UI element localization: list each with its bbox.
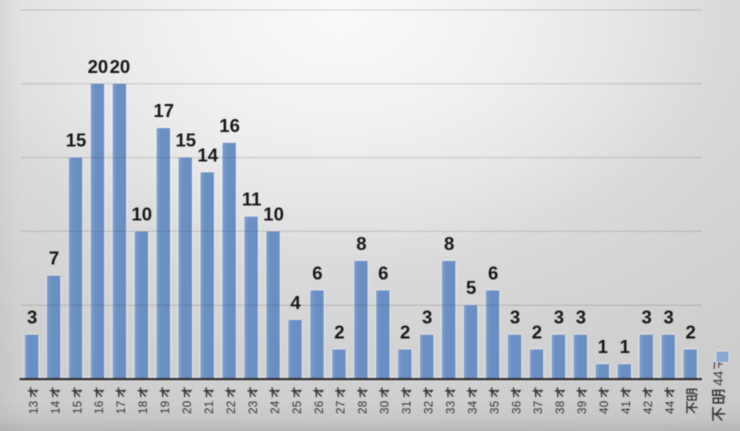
svg-text:2: 2: [334, 322, 344, 343]
svg-text:8: 8: [356, 233, 366, 254]
svg-text:6: 6: [312, 262, 322, 283]
svg-text:22: 22: [226, 401, 238, 415]
svg-text:3: 3: [422, 307, 432, 328]
svg-text:8: 8: [444, 233, 454, 254]
svg-text:17: 17: [116, 401, 128, 415]
svg-text:16: 16: [94, 401, 106, 415]
svg-text:23: 23: [248, 401, 260, 415]
svg-text:21: 21: [204, 401, 216, 415]
svg-text:20: 20: [182, 401, 194, 415]
svg-text:3: 3: [642, 307, 652, 328]
svg-text:15: 15: [66, 130, 87, 151]
svg-text:15: 15: [176, 130, 197, 151]
svg-text:3: 3: [554, 307, 564, 328]
svg-text:27: 27: [336, 401, 348, 415]
svg-text:30: 30: [380, 401, 392, 415]
svg-text:13: 13: [28, 401, 40, 415]
svg-text:15: 15: [72, 401, 84, 415]
svg-text:38: 38: [555, 401, 567, 415]
svg-text:10: 10: [263, 203, 284, 224]
svg-text:44: 44: [711, 370, 726, 386]
svg-text:36: 36: [511, 401, 523, 415]
svg-text:2: 2: [532, 322, 542, 343]
svg-text:20: 20: [110, 56, 131, 77]
svg-text:42: 42: [643, 401, 655, 415]
svg-text:3: 3: [576, 307, 586, 328]
svg-text:16: 16: [219, 115, 240, 136]
svg-text:39: 39: [577, 401, 589, 415]
svg-text:6: 6: [488, 262, 498, 283]
svg-text:4: 4: [290, 292, 301, 313]
svg-text:3: 3: [27, 307, 37, 328]
svg-text:17: 17: [154, 100, 175, 121]
svg-text:20: 20: [88, 56, 109, 77]
svg-text:26: 26: [314, 401, 326, 415]
svg-text:5: 5: [466, 277, 476, 298]
svg-text:1: 1: [620, 336, 630, 357]
svg-text:40: 40: [599, 401, 611, 415]
svg-text:1: 1: [598, 336, 608, 357]
svg-text:7: 7: [49, 248, 59, 269]
svg-text:35: 35: [489, 401, 501, 415]
svg-text:24: 24: [270, 400, 282, 414]
svg-text:2: 2: [685, 322, 695, 343]
svg-text:37: 37: [533, 401, 545, 415]
svg-text:3: 3: [510, 307, 520, 328]
svg-text:41: 41: [621, 401, 633, 415]
svg-text:32: 32: [424, 401, 436, 415]
svg-text:11: 11: [242, 189, 262, 210]
svg-text:6: 6: [378, 262, 388, 283]
svg-text:34: 34: [467, 400, 479, 414]
svg-text:44: 44: [665, 400, 677, 414]
svg-text:14: 14: [197, 144, 218, 165]
svg-text:33: 33: [446, 401, 458, 415]
svg-text:28: 28: [358, 401, 370, 415]
svg-text:14: 14: [50, 400, 62, 414]
svg-text:3: 3: [663, 307, 673, 328]
svg-text:25: 25: [292, 401, 304, 415]
svg-text:10: 10: [132, 203, 153, 224]
svg-text:31: 31: [402, 401, 414, 415]
svg-text:2: 2: [400, 322, 410, 343]
svg-text:18: 18: [138, 401, 150, 415]
svg-text:19: 19: [160, 401, 172, 415]
